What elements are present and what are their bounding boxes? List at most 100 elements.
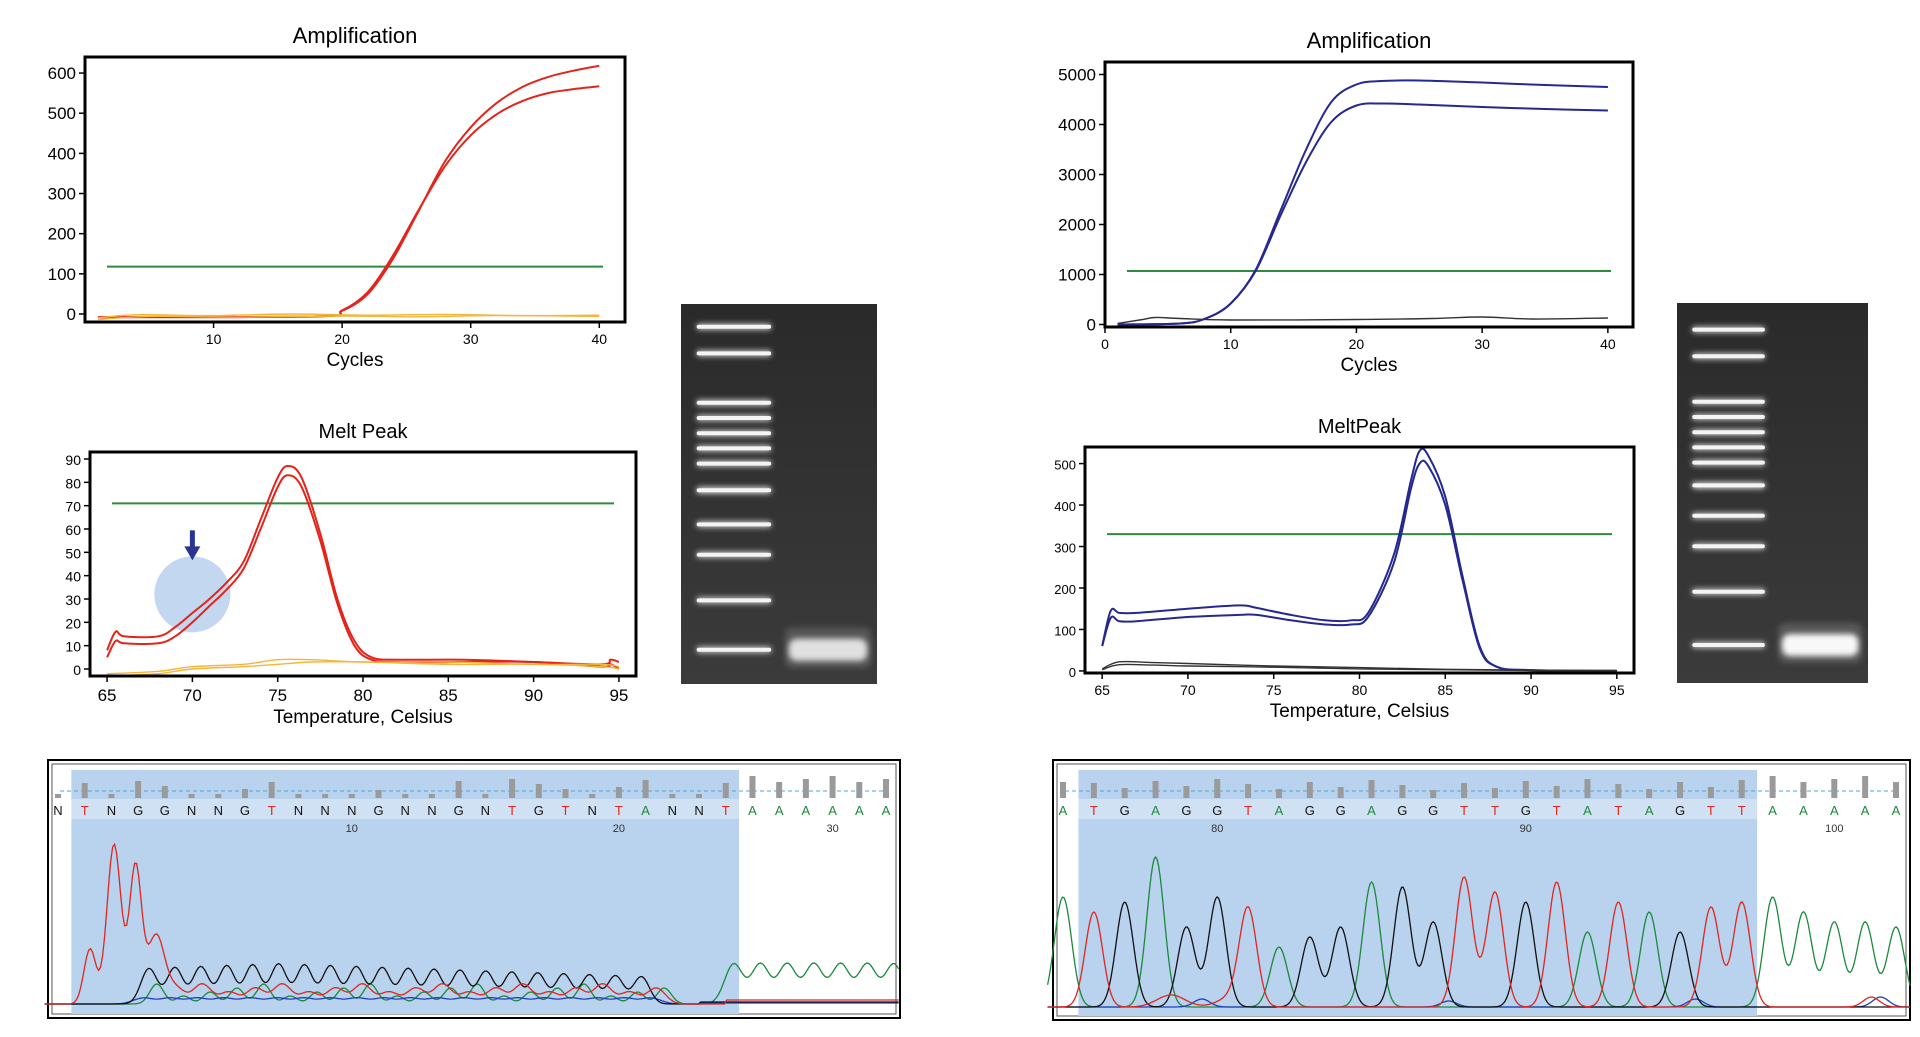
quality-bar bbox=[1646, 789, 1653, 798]
y-tick-label: 200 bbox=[1054, 582, 1076, 597]
base-call: N bbox=[294, 803, 303, 818]
base-call: N bbox=[694, 803, 703, 818]
base-call: A bbox=[828, 803, 837, 818]
ladder-band bbox=[1692, 430, 1765, 435]
quality-bar bbox=[1615, 784, 1622, 798]
quality-bar bbox=[1430, 790, 1437, 798]
x-tick-label: 40 bbox=[591, 331, 607, 347]
trace-T bbox=[44, 842, 899, 1005]
base-call: T bbox=[81, 803, 89, 818]
ladder-band bbox=[1692, 460, 1765, 465]
base-call: T bbox=[1553, 803, 1561, 818]
x-tick-label: 70 bbox=[1180, 682, 1196, 698]
trace-C bbox=[44, 997, 899, 1005]
quality-bar bbox=[802, 779, 809, 798]
base-call: G bbox=[160, 803, 170, 818]
ladder-band bbox=[1692, 354, 1765, 359]
x-tick-label: 10 bbox=[1223, 336, 1239, 352]
base-call: T bbox=[1707, 803, 1715, 818]
y-tick-label: 90 bbox=[65, 452, 81, 468]
quality-bar bbox=[428, 794, 435, 798]
x-tick-label: 30 bbox=[1474, 336, 1490, 352]
y-tick-label: 0 bbox=[1087, 316, 1096, 335]
base-call: T bbox=[1491, 803, 1499, 818]
sample-curve-2 bbox=[1101, 459, 1617, 672]
quality-bar bbox=[1368, 780, 1375, 798]
x-tick-label: 90 bbox=[524, 686, 543, 705]
right-melt-peak-chart: MeltPeak 65 70 75 80 85 90 95 0 100 200 300 400 500 Te… bbox=[1054, 416, 1636, 722]
right-chromatogram: A T G A G G T A G G A G G T T G T A T A G T T A A A A A 80 90 100 bbox=[1046, 759, 1911, 1021]
x-tick-label: 95 bbox=[1609, 682, 1625, 698]
ladder-band bbox=[696, 400, 772, 405]
base-call: G bbox=[240, 803, 250, 818]
quality-bar bbox=[161, 786, 168, 798]
quality-bar bbox=[1090, 783, 1097, 798]
selected-region-highlight bbox=[71, 770, 740, 1014]
base-call: A bbox=[1645, 803, 1654, 818]
chart-title: Amplification bbox=[293, 23, 418, 48]
quality-bar bbox=[1060, 782, 1066, 798]
ladder-band bbox=[1692, 544, 1765, 549]
quality-bar bbox=[509, 779, 516, 798]
quality-bar bbox=[322, 794, 329, 798]
trace-G bbox=[44, 962, 899, 1005]
y-tick-label: 400 bbox=[48, 144, 76, 163]
quality-bar bbox=[1275, 789, 1282, 798]
plot-frame bbox=[1083, 445, 1636, 675]
x-tick-label: 30 bbox=[463, 331, 479, 347]
y-tick-label: 70 bbox=[65, 499, 81, 515]
control-curve-4 bbox=[1101, 663, 1617, 672]
sample-curve-1 bbox=[97, 64, 600, 319]
chart-title: MeltPeak bbox=[1318, 416, 1402, 438]
x-tick-label: 75 bbox=[268, 686, 287, 705]
base-call-row bbox=[54, 799, 894, 819]
left-gel-image bbox=[681, 304, 877, 684]
x-tick-label: 10 bbox=[206, 331, 222, 347]
quality-bar bbox=[1214, 779, 1221, 798]
ladder-band bbox=[696, 461, 772, 466]
base-call: G bbox=[1397, 803, 1407, 818]
y-tick-label: 2000 bbox=[1058, 216, 1096, 235]
y-tick-label: 600 bbox=[48, 64, 76, 83]
quality-bar bbox=[615, 787, 622, 798]
base-call: T bbox=[562, 803, 570, 818]
base-call: G bbox=[1120, 803, 1130, 818]
base-call: T bbox=[268, 803, 276, 818]
y-tick-label: 0 bbox=[1069, 665, 1076, 680]
x-tick-label: 95 bbox=[609, 686, 628, 705]
x-tick-label: 75 bbox=[1266, 682, 1282, 698]
right-amplification-chart: Amplification 0 10 20 30 40 0 1000 2000 3000 4000 5… bbox=[1058, 28, 1635, 376]
left-chromatogram: N T N G G N N G T N N N G N N G N T G T N T A N N T A A A A A A 10 20 30 bbox=[44, 759, 901, 1019]
control-curve-4 bbox=[97, 314, 600, 321]
y-tick-label: 3000 bbox=[1058, 166, 1096, 185]
base-call: T bbox=[508, 803, 516, 818]
base-call: T bbox=[1738, 803, 1746, 818]
quality-bar bbox=[81, 783, 88, 798]
down-arrow-icon bbox=[184, 546, 201, 561]
y-tick-label: 100 bbox=[1054, 623, 1076, 638]
quality-bar bbox=[696, 794, 703, 798]
x-tick-label: 40 bbox=[1600, 336, 1616, 352]
quality-bar bbox=[535, 784, 542, 798]
quality-bar bbox=[1306, 782, 1313, 798]
quality-bar bbox=[1522, 781, 1529, 798]
sample-band bbox=[788, 638, 868, 661]
position-label: 30 bbox=[826, 823, 838, 835]
quality-bar bbox=[1707, 787, 1714, 798]
quality-bar bbox=[1245, 784, 1252, 798]
quality-bar bbox=[829, 776, 836, 798]
position-label: 100 bbox=[1825, 823, 1843, 835]
sample-curve-2 bbox=[106, 474, 620, 670]
left-melt-peak-chart: Melt Peak 65 70 75 80 85 90 95 0 10 20 30 40 50 60 70 80… bbox=[65, 421, 638, 728]
quality-bar bbox=[562, 789, 569, 798]
quality-bar bbox=[1152, 781, 1159, 798]
base-call: T bbox=[1614, 803, 1622, 818]
y-tick-label: 100 bbox=[48, 265, 76, 284]
base-call: G bbox=[1521, 803, 1531, 818]
trace-T bbox=[1047, 876, 1911, 1008]
base-call: T bbox=[1244, 803, 1252, 818]
gel-background bbox=[1677, 303, 1868, 683]
position-label: 90 bbox=[1520, 823, 1532, 835]
quality-bar bbox=[1584, 779, 1591, 798]
